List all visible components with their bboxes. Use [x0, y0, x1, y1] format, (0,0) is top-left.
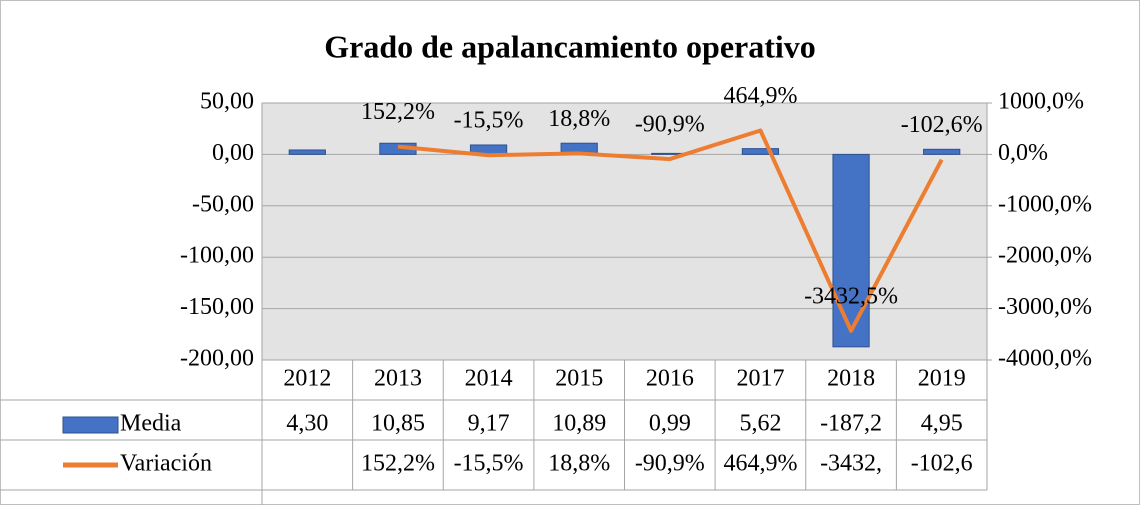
x-tick-label: 2012 — [283, 366, 331, 392]
legend-label: Media — [120, 411, 182, 437]
y-tick-label: -150,00 — [180, 294, 254, 320]
data-label: 152,2% — [361, 99, 435, 125]
x-tick-label: 2019 — [918, 366, 966, 392]
table-cell: 0,99 — [649, 411, 691, 437]
chart-title: Grado de apalancamiento operativo — [324, 28, 816, 64]
legend-label: Variación — [120, 451, 212, 477]
line — [397, 128, 944, 333]
bar — [288, 149, 326, 155]
y-tick-label: -100,00 — [180, 243, 254, 269]
y2-tick-label: -3000,0% — [998, 294, 1092, 320]
y-tick-label: 50,00 — [200, 89, 254, 115]
table-cell: 4,30 — [286, 411, 328, 437]
table-cell: -3432, — [820, 451, 882, 477]
bar — [741, 148, 780, 155]
table-cell: 152,2% — [361, 451, 435, 477]
table-cell: -90,9% — [635, 451, 705, 477]
table-cell: -102,6 — [911, 451, 973, 477]
data-label: 464,9% — [723, 83, 797, 109]
table-cell: 18,8% — [548, 451, 610, 477]
table-cell: 10,85 — [371, 411, 425, 437]
y-tick-label: -50,00 — [192, 191, 254, 217]
legend-key — [62, 416, 119, 434]
table-cell: 5,62 — [739, 411, 781, 437]
data-label: 18,8% — [548, 106, 610, 132]
bar — [923, 148, 961, 155]
plot-area — [261, 102, 988, 361]
y2-tick-label: -4000,0% — [998, 346, 1092, 372]
table-cell: 9,17 — [468, 411, 510, 437]
data-label: -3432,5% — [804, 283, 898, 309]
table-cell: 4,95 — [921, 411, 963, 437]
x-tick-label: 2016 — [646, 366, 694, 392]
x-tick-label: 2014 — [465, 366, 513, 392]
bar — [832, 153, 870, 348]
table-cell: 10,89 — [552, 411, 606, 437]
table-cell: -15,5% — [454, 451, 524, 477]
table-cell: -187,2 — [820, 411, 882, 437]
y2-tick-label: -2000,0% — [998, 243, 1092, 269]
y2-tick-label: 0,0% — [998, 140, 1048, 166]
y-tick-label: -200,00 — [180, 346, 254, 372]
x-tick-label: 2013 — [374, 366, 422, 392]
x-tick-label: 2015 — [555, 366, 603, 392]
y-tick-label: 0,00 — [212, 140, 254, 166]
data-label: -102,6% — [901, 112, 983, 138]
y2-tick-label: -1000,0% — [998, 191, 1092, 217]
data-label: -90,9% — [635, 112, 705, 138]
data-label: -15,5% — [454, 108, 524, 134]
table-cell: 464,9% — [723, 451, 797, 477]
y2-tick-label: 1000,0% — [998, 89, 1084, 115]
x-tick-label: 2018 — [827, 366, 875, 392]
x-tick-label: 2017 — [736, 366, 784, 392]
